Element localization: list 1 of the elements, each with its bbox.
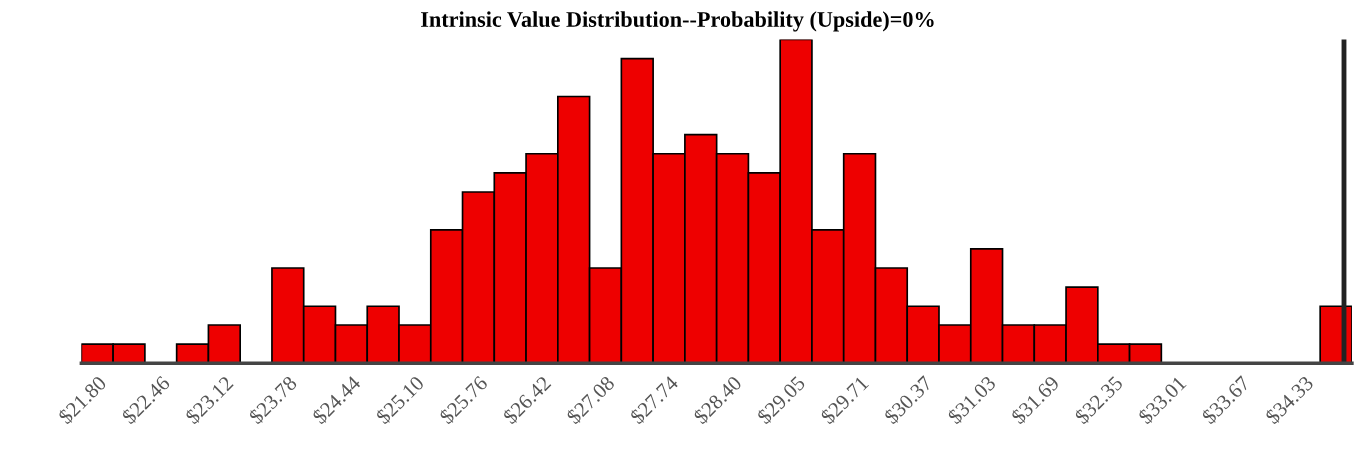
chart-title: Intrinsic Value Distribution--Probability (Upside)=0%	[421, 11, 934, 32]
